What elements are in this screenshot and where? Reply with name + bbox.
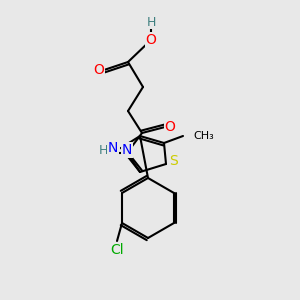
Text: S: S — [169, 154, 178, 168]
Text: N: N — [108, 141, 118, 155]
Text: H: H — [146, 16, 156, 28]
Text: Cl: Cl — [110, 243, 124, 257]
Text: CH₃: CH₃ — [193, 131, 214, 141]
Text: O: O — [94, 63, 104, 77]
Text: N: N — [122, 143, 132, 157]
Text: H: H — [98, 143, 108, 157]
Text: O: O — [165, 120, 176, 134]
Text: O: O — [146, 33, 156, 47]
